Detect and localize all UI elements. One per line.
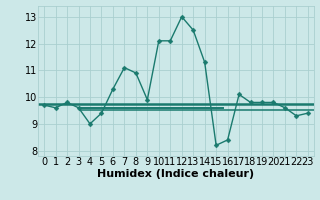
X-axis label: Humidex (Indice chaleur): Humidex (Indice chaleur) [97, 169, 255, 179]
